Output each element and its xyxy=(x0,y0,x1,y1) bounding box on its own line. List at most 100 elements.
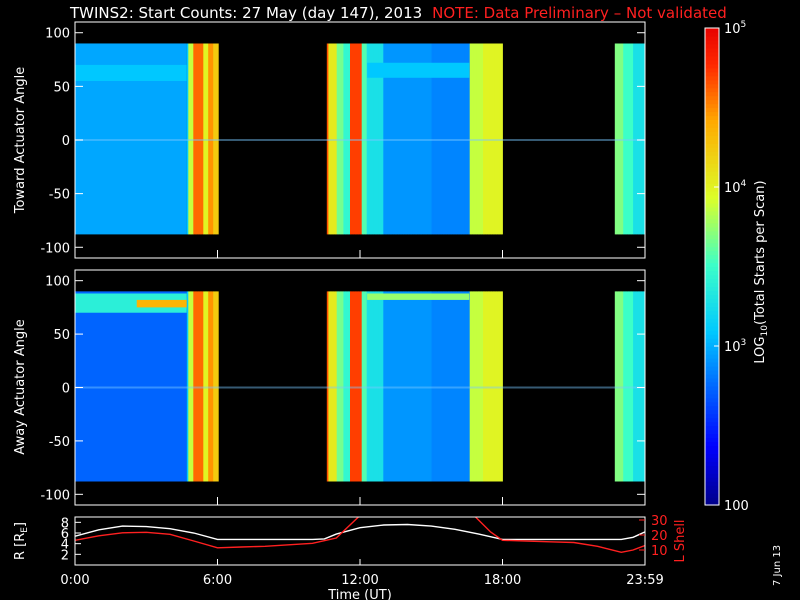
colorbar-segment xyxy=(705,75,719,81)
orbit-left-tick-label: 4 xyxy=(61,538,69,553)
toward-heatmap-column xyxy=(456,43,459,235)
away-heatmap-column xyxy=(466,291,469,482)
away-heatmap-column xyxy=(351,291,354,482)
colorbar-segment xyxy=(705,39,719,45)
orbit-right-tick-label: 10 xyxy=(651,544,668,559)
colorbar-segment xyxy=(705,67,719,73)
away-heatmap-column xyxy=(458,291,461,482)
colorbar-segment xyxy=(705,465,719,470)
orbit-left-label-close: ] xyxy=(13,522,28,527)
colorbar-segment xyxy=(705,155,719,160)
colorbar-segment xyxy=(705,139,719,144)
toward-ytick-label: -100 xyxy=(40,241,70,256)
colorbar-segment xyxy=(705,171,719,176)
away-high-angle-band xyxy=(75,293,187,313)
colorbar-segment xyxy=(705,179,719,184)
colorbar-tick-label: 103 xyxy=(724,338,746,355)
away-heatmap-column xyxy=(394,291,397,482)
away-heatmap-column xyxy=(486,291,489,482)
colorbar-segment xyxy=(705,377,719,383)
away-heatmap-column xyxy=(436,291,439,482)
colorbar-segment xyxy=(705,206,719,212)
colorbar-segment xyxy=(705,51,719,57)
away-heatmap-column xyxy=(213,291,216,482)
away-heatmap-column xyxy=(399,291,402,482)
x-tick-label: 6:00 xyxy=(203,573,232,588)
toward-heatmap-column xyxy=(633,43,636,235)
away-heatmap-column xyxy=(479,291,482,482)
toward-heatmap-column xyxy=(333,43,336,235)
toward-heatmap-column xyxy=(190,43,193,235)
away-heatmap-column xyxy=(413,291,416,482)
toward-heatmap-column xyxy=(356,43,359,235)
away-heatmap-column xyxy=(481,291,484,482)
away-heatmap-column xyxy=(489,291,492,482)
away-heatmap-column xyxy=(326,291,329,482)
colorbar-tick-exponent: 4 xyxy=(741,179,747,189)
orbit-left-tick-label: 8 xyxy=(61,516,69,531)
toward-heatmap-column xyxy=(454,43,457,235)
away-heatmap-column xyxy=(335,291,338,482)
away-heatmap-column xyxy=(196,291,199,482)
colorbar-segment xyxy=(705,47,719,53)
away-heatmap-column xyxy=(476,291,479,482)
away-coverage-segment xyxy=(326,291,503,482)
colorbar-segment xyxy=(705,401,719,407)
toward-heatmap-column xyxy=(614,43,617,235)
away-heatmap-column xyxy=(360,291,363,482)
toward-heatmap-column xyxy=(489,43,492,235)
away-heatmap-column xyxy=(428,291,431,482)
toward-ytick-label: 100 xyxy=(45,27,70,42)
away-heatmap-column xyxy=(493,291,496,482)
toward-heatmap-column xyxy=(343,43,346,235)
away-heatmap-column xyxy=(338,291,341,482)
away-heatmap-column xyxy=(499,291,502,482)
toward-heatmap-column xyxy=(411,43,414,235)
toward-heatmap-column xyxy=(191,43,194,235)
colorbar-tick-base: 100 xyxy=(724,499,749,514)
toward-heatmap-column xyxy=(335,43,338,235)
colorbar-segment xyxy=(705,99,719,105)
toward-heatmap-column xyxy=(439,43,442,235)
x-tick-label: 23:59 xyxy=(626,573,663,588)
colorbar-tick-label: 100 xyxy=(724,499,749,514)
away-coverage-segment xyxy=(614,291,646,482)
colorbar-segment xyxy=(705,238,719,244)
away-heatmap-column xyxy=(333,291,336,482)
toward-heatmap-column xyxy=(493,43,496,235)
colorbar-segment xyxy=(705,87,719,93)
toward-heatmap-column xyxy=(199,43,202,235)
toward-heatmap-column xyxy=(380,43,383,235)
away-ytick-label: 100 xyxy=(45,275,70,290)
toward-heatmap-column xyxy=(373,43,376,235)
toward-heatmap-column xyxy=(389,43,392,235)
toward-heatmap-column xyxy=(408,43,411,235)
away-heatmap-column xyxy=(406,291,409,482)
away-heatmap-column xyxy=(456,291,459,482)
toward-heatmap-column xyxy=(403,43,406,235)
toward-heatmap-column xyxy=(624,43,627,235)
away-heatmap-column xyxy=(473,291,476,482)
toward-heatmap-column xyxy=(466,43,469,235)
colorbar-segment xyxy=(705,350,719,355)
toward-high-angle-band xyxy=(75,64,187,81)
toward-heatmap-column xyxy=(393,43,396,235)
away-heatmap-column xyxy=(411,291,414,482)
colorbar-segment xyxy=(705,71,719,77)
colorbar-segment xyxy=(705,445,719,450)
colorbar-segment xyxy=(705,250,719,256)
colorbar-label-suffix: (Total Starts per Scan) xyxy=(753,180,768,325)
colorbar-tick-base: 10 xyxy=(724,340,741,355)
toward-heatmap-column xyxy=(201,43,204,235)
away-heatmap-column xyxy=(461,291,464,482)
toward-heatmap-column xyxy=(340,43,343,235)
toward-heatmap-column xyxy=(371,43,374,235)
away-heatmap-column xyxy=(391,291,394,482)
away-heatmap-column xyxy=(345,291,348,482)
away-heatmap-column xyxy=(206,291,209,482)
away-heatmap-column xyxy=(346,291,349,482)
toward-heatmap-column xyxy=(468,43,471,235)
colorbar-segment xyxy=(705,294,719,299)
colorbar-segment xyxy=(705,361,719,367)
toward-heatmap-column xyxy=(361,43,364,235)
